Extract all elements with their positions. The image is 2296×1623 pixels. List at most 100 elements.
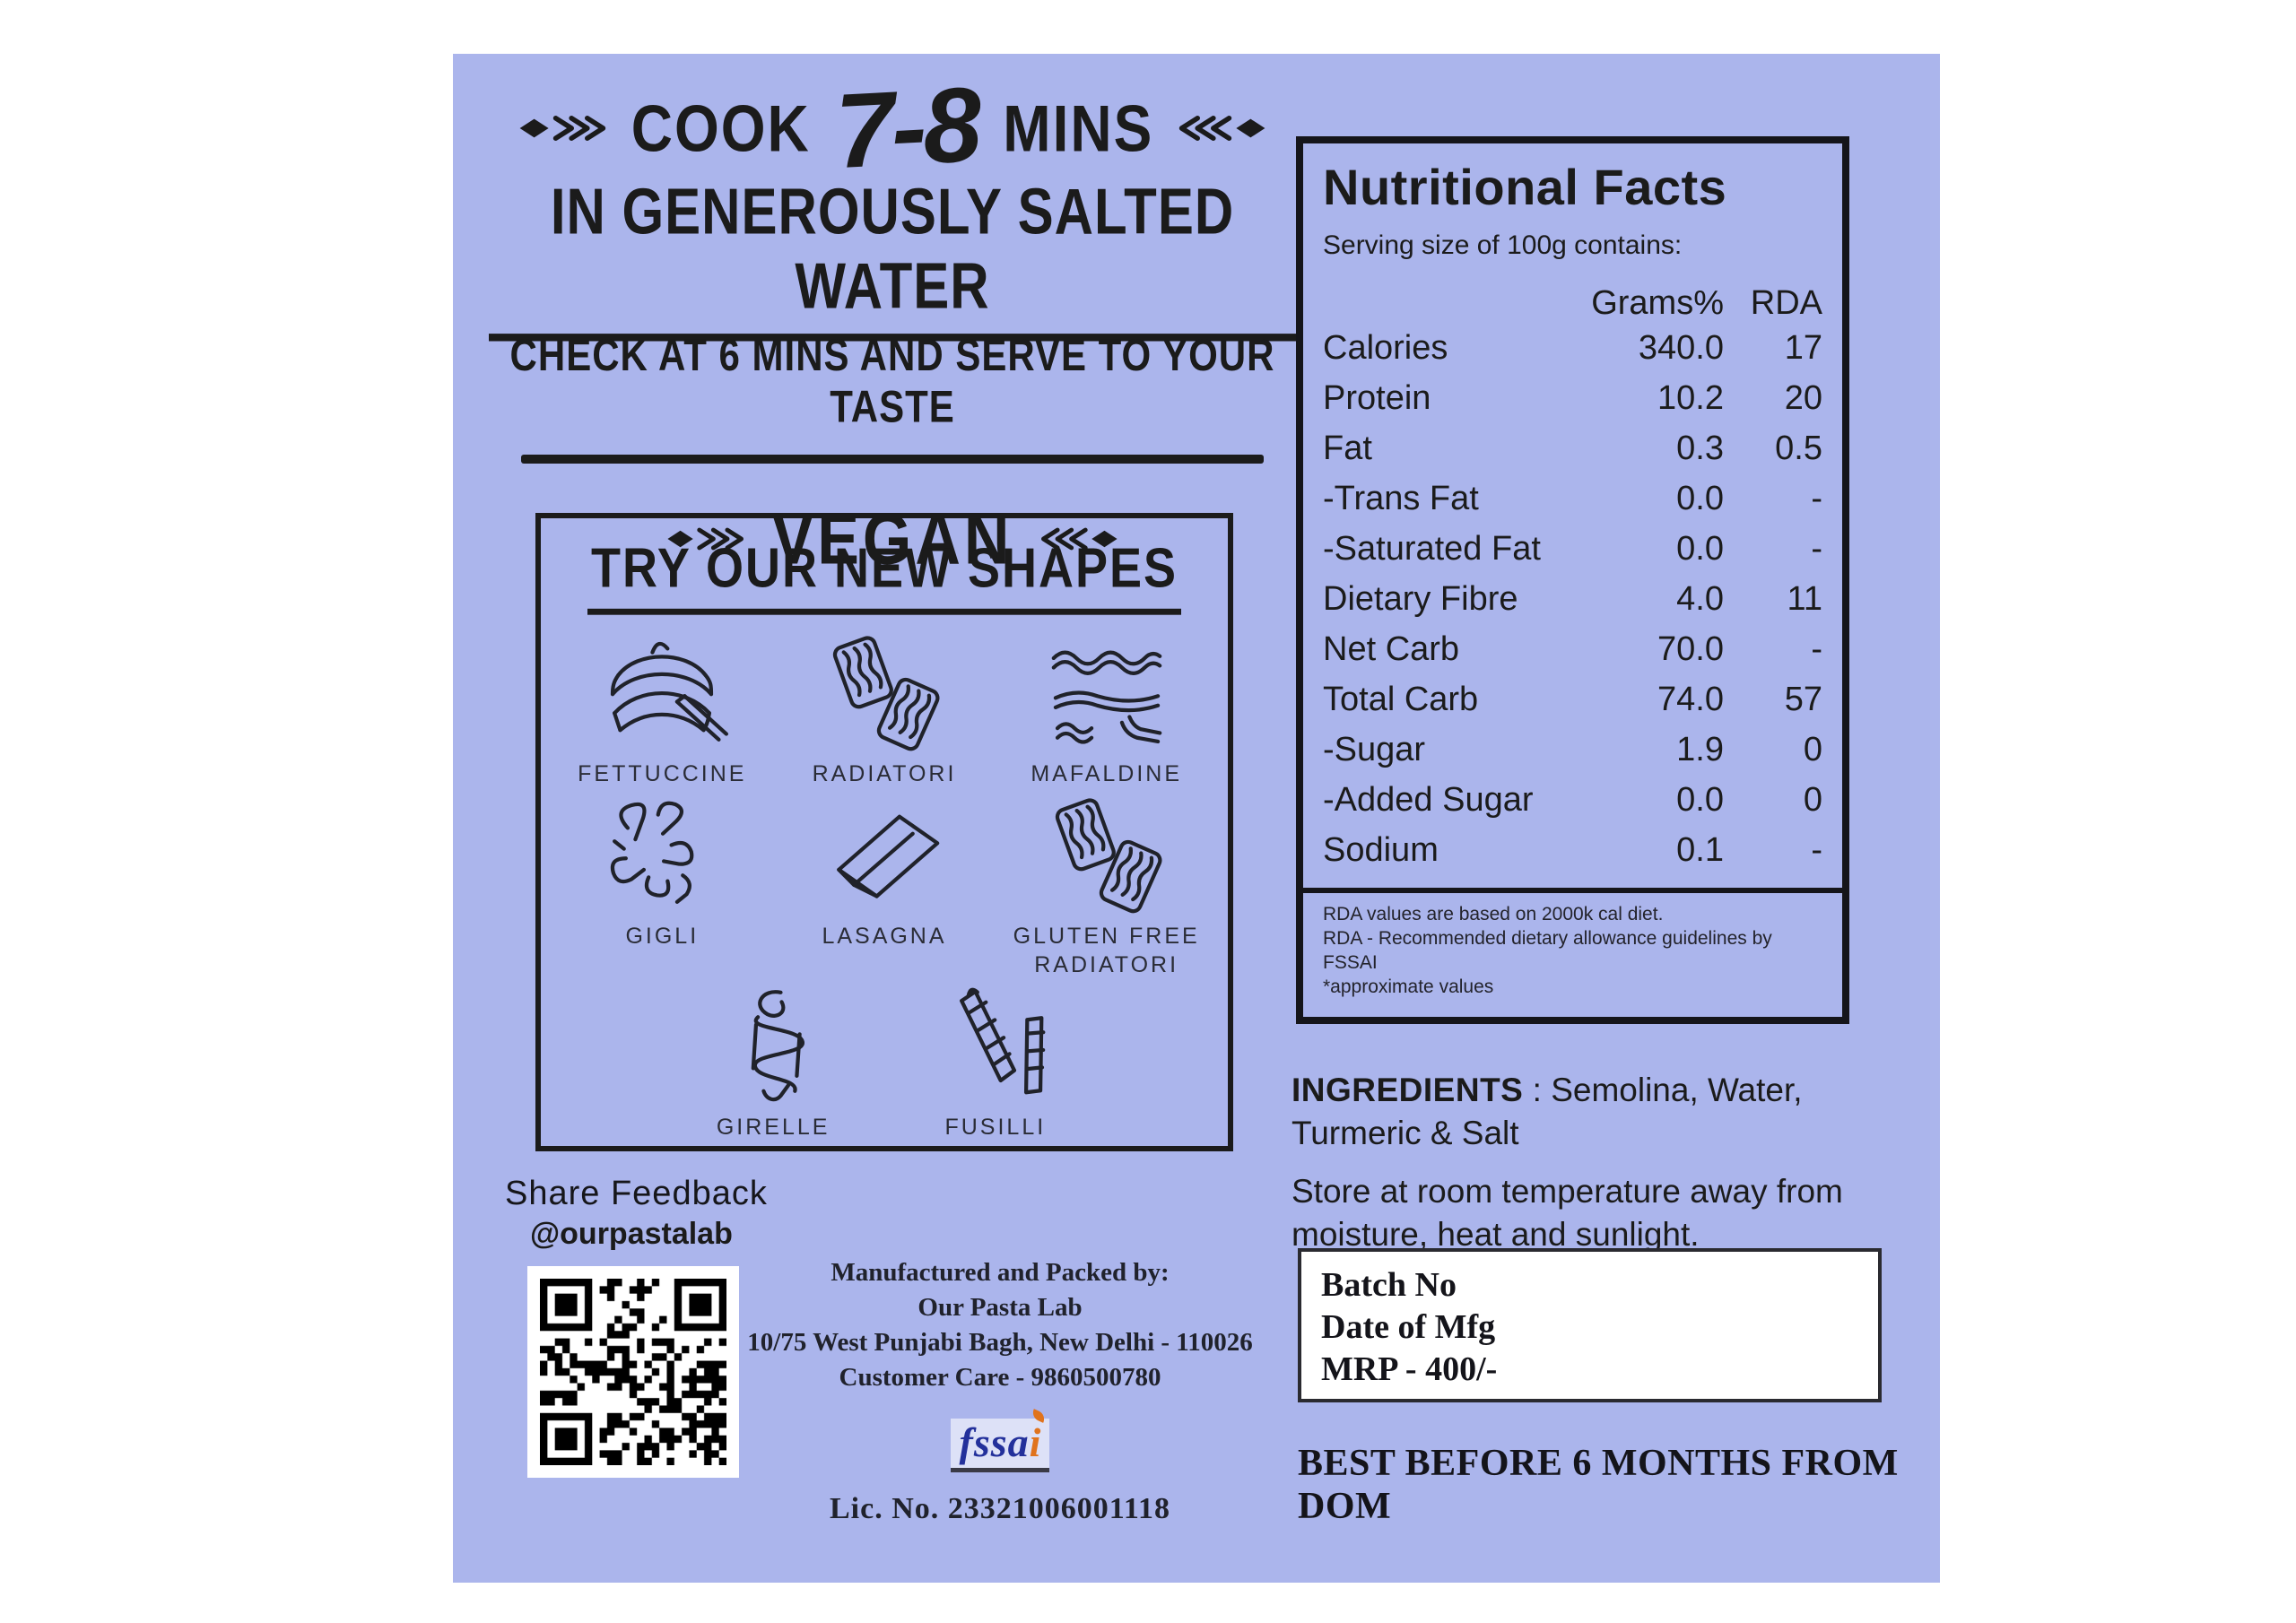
company-address: 10/75 West Punjabi Bagh, New Delhi - 110… <box>747 1328 1253 1357</box>
wheat-arrow-right-icon <box>1173 112 1266 144</box>
nutrition-row: Protein 10.2 20 <box>1323 373 1822 423</box>
nutrition-footnotes: RDA values are based on 2000k cal diet. … <box>1323 902 1822 999</box>
pasta-shape-label: RADIATORI <box>812 761 957 786</box>
date-of-mfg-label: Date of Mfg <box>1321 1308 1496 1346</box>
nutrient-grams-value: 0.0 <box>1676 530 1724 568</box>
serving-size-text: Serving size of 100g contains: <box>1323 230 1683 260</box>
pasta-shape-label: GLUTEN FREE RADIATORI <box>1013 924 1200 977</box>
license-number: Lic. No. 23321006001118 <box>829 1492 1171 1525</box>
storage-instructions: Store at room temperature away from mois… <box>1292 1173 1843 1253</box>
pasta-shape-illustration <box>582 788 742 921</box>
salted-water-line-wrap: IN GENEROUSLY SALTED WATER <box>489 176 1296 342</box>
nutrient-name: Fat <box>1323 430 1372 467</box>
nutrient-grams-value: 0.0 <box>1676 480 1724 517</box>
fssai-logo: fssai <box>950 1409 1050 1472</box>
fssai-logo-i: i <box>1029 1419 1041 1465</box>
pasta-shape-illustration <box>804 626 964 759</box>
nutrition-header-spacer <box>1323 284 1589 323</box>
ingredients-label: INGREDIENTS <box>1292 1072 1524 1108</box>
pasta-shape-illustration <box>1027 626 1187 759</box>
nutrient-rda-value: 20 <box>1784 379 1822 417</box>
nutrient-grams-value: 74.0 <box>1657 681 1724 718</box>
new-shapes-box: TRY OUR NEW SHAPES FETTUCCINE RADIATORI … <box>535 513 1233 1151</box>
nutrition-row: Dietary Fibre 4.0 11 <box>1323 574 1822 624</box>
qr-code <box>527 1266 739 1478</box>
nutrient-name: -Saturated Fat <box>1323 530 1541 568</box>
shapes-title-wrap: TRY OUR NEW SHAPES <box>550 537 1219 615</box>
cook-text: COOK <box>631 91 811 166</box>
nutrient-name: -Added Sugar <box>1323 781 1534 819</box>
nutrient-grams-value: 4.0 <box>1676 580 1724 618</box>
nutrient-grams-value: 1.9 <box>1676 731 1724 768</box>
nutrient-name: -Trans Fat <box>1323 480 1479 517</box>
nutrient-rda-value: 11 <box>1787 580 1822 618</box>
cook-time-line: COOK 7-8 MINS <box>489 65 1296 191</box>
footnote-approximate: *approximate values <box>1323 976 1494 997</box>
batch-info-box: Batch No Date of Mfg MRP - 400/- <box>1298 1248 1882 1402</box>
nutrition-row: Calories 340.0 17 <box>1323 323 1822 373</box>
pasta-shape-illustration <box>582 626 742 759</box>
cook-mins-text: MINS <box>1003 91 1154 166</box>
pasta-shape-label: LASAGNA <box>822 924 947 950</box>
nutrition-row: Net Carb 70.0 - <box>1323 624 1822 674</box>
pasta-shape-label: FUSILLI <box>944 1114 1047 1140</box>
pasta-shape-gigli: GIGLI <box>551 788 773 979</box>
cooking-instructions: COOK 7-8 MINS IN GENEROUSLY SALTED WATER… <box>489 65 1296 579</box>
fssai-logo-text: fssa <box>959 1419 1030 1465</box>
instagram-handle: @ourpastalab <box>530 1217 733 1251</box>
nutrient-rda-value: 57 <box>1784 681 1822 718</box>
nutrition-rows: Calories 340.0 17 Protein 10.2 20 Fat 0.… <box>1323 323 1822 875</box>
pasta-shape-label: FETTUCCINE <box>578 761 747 786</box>
wheat-arrow-left-icon <box>518 112 612 144</box>
nutrient-rda-value: - <box>1811 530 1822 568</box>
mrp-label: MRP - 400/- <box>1321 1350 1498 1388</box>
pasta-package-back-panel: COOK 7-8 MINS IN GENEROUSLY SALTED WATER… <box>453 54 1940 1583</box>
cook-time-value: 7-8 <box>832 65 981 192</box>
nutrient-rda-value: - <box>1811 630 1822 668</box>
pasta-shape-illustration <box>1027 788 1187 921</box>
salted-water-text: IN GENEROUSLY SALTED WATER <box>489 175 1296 342</box>
nutrient-name: Net Carb <box>1323 630 1460 668</box>
nutrient-rda-value: - <box>1811 480 1822 517</box>
nutrition-title: Nutritional Facts <box>1323 159 1727 215</box>
nutrient-name: Dietary Fibre <box>1323 580 1518 618</box>
footnote-rda-basis: RDA values are based on 2000k cal diet. <box>1323 904 1664 924</box>
footnote-rda-definition: RDA - Recommended dietary allowance guid… <box>1323 928 1772 973</box>
rda-column-header: RDA <box>1750 284 1822 322</box>
pasta-shape-label: GIGLI <box>625 924 700 950</box>
nutrient-rda-value: 0.5 <box>1775 430 1822 467</box>
divider-rule <box>521 455 1264 464</box>
nutrition-row: -Trans Fat 0.0 - <box>1323 473 1822 524</box>
shapes-grid: FETTUCCINE RADIATORI MAFALDINE GIGLI LAS… <box>550 626 1219 1141</box>
batch-no-label: Batch No <box>1321 1266 1457 1304</box>
pasta-shape-illustration <box>804 788 964 921</box>
nutrient-grams-value: 0.0 <box>1676 781 1724 819</box>
nutrient-grams-value: 0.1 <box>1676 831 1724 869</box>
pasta-shape-label: MAFALDINE <box>1031 761 1183 786</box>
nutrient-name: Total Carb <box>1323 681 1479 718</box>
share-feedback-text: Share Feedback <box>505 1175 768 1212</box>
manufacturer-info: Manufactured and Packed by: Our Pasta La… <box>718 1255 1283 1526</box>
manufactured-by-text: Manufactured and Packed by: <box>831 1258 1170 1287</box>
pasta-shape-illustration <box>693 979 853 1112</box>
nutrient-name: Sodium <box>1323 831 1439 869</box>
best-before-text: BEST BEFORE 6 MONTHS FROM DOM <box>1298 1443 1899 1527</box>
pasta-shape-gluten-free-radiatori: GLUTEN FREE RADIATORI <box>996 788 1218 979</box>
nutrition-row: Total Carb 74.0 57 <box>1323 674 1822 725</box>
feedback-block: Share Feedback @ourpastalab <box>505 1175 768 1252</box>
nutrient-name: -Sugar <box>1323 731 1426 768</box>
customer-care: Customer Care - 9860500780 <box>839 1363 1161 1392</box>
nutrient-rda-value: 17 <box>1784 329 1822 367</box>
nutrition-row: -Saturated Fat 0.0 - <box>1323 524 1822 574</box>
vegan-text: VEGAN <box>771 499 1013 580</box>
nutrition-facts-box: Nutritional Facts Serving size of 100g c… <box>1296 136 1849 1024</box>
fssai-logo-wrap: fssai <box>718 1409 1283 1472</box>
grams-column-header: Grams% <box>1591 284 1724 322</box>
ingredients-text: INGREDIENTS : Semolina, Water, Turmeric … <box>1292 1069 1830 1155</box>
nutrient-name: Protein <box>1323 379 1431 417</box>
nutrient-grams-value: 340.0 <box>1638 329 1724 367</box>
nutrition-row: -Sugar 1.9 0 <box>1323 725 1822 775</box>
vegan-badge: VEGAN <box>489 499 1296 579</box>
nutrient-rda-value: - <box>1811 831 1822 869</box>
nutrition-row: Fat 0.3 0.5 <box>1323 423 1822 473</box>
